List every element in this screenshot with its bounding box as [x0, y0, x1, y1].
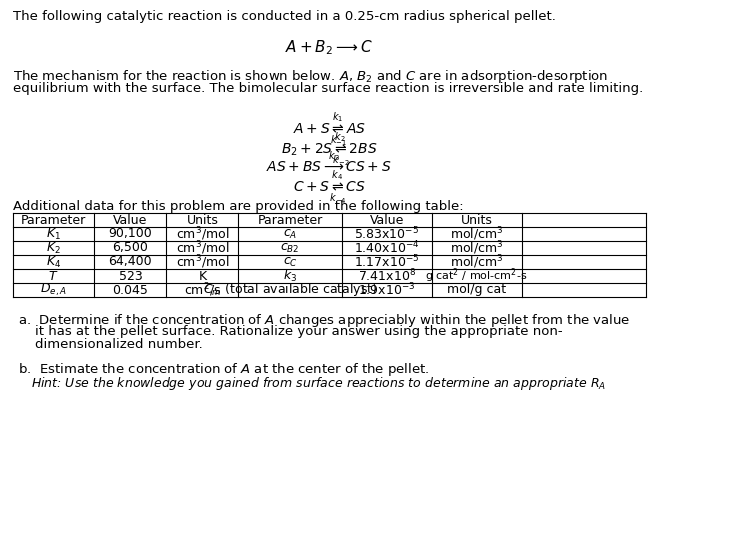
Text: 0.045: 0.045: [113, 283, 149, 296]
Text: Parameter: Parameter: [258, 213, 323, 226]
Text: 1.40x10$^{-4}$: 1.40x10$^{-4}$: [354, 240, 419, 257]
Text: cm$^3$/mol: cm$^3$/mol: [176, 239, 229, 257]
Text: mol/g cat: mol/g cat: [447, 283, 506, 296]
Text: Value: Value: [113, 213, 148, 226]
Text: 1.9x10$^{-3}$: 1.9x10$^{-3}$: [358, 282, 415, 298]
Text: cm$^2$/s: cm$^2$/s: [184, 281, 221, 299]
Text: K: K: [198, 270, 206, 282]
Text: mol/cm$^3$: mol/cm$^3$: [449, 239, 504, 257]
Text: $c_A$: $c_A$: [283, 228, 297, 241]
Text: $K_2$: $K_2$: [46, 241, 61, 255]
Text: $C_m$ (total available catalyst): $C_m$ (total available catalyst): [203, 282, 377, 299]
Text: $Hint$: $Use\ the\ knowledge\ you\ gained\ from\ surface\ reactions\ to\ determi: $Hint$: $Use\ the\ knowledge\ you\ gaine…: [31, 375, 607, 392]
Text: The mechanism for the reaction is shown below. $A$, $B_2$ and $C$ are in adsorpt: The mechanism for the reaction is shown …: [12, 68, 608, 85]
Text: $T$: $T$: [48, 270, 59, 282]
Text: $c_C$: $c_C$: [283, 255, 297, 269]
Text: $K_4$: $K_4$: [46, 254, 61, 270]
Text: 64,400: 64,400: [108, 255, 152, 269]
Text: equilibrium with the surface. The bimolecular surface reaction is irreversible a: equilibrium with the surface. The bimole…: [12, 82, 643, 95]
Text: mol/cm$^3$: mol/cm$^3$: [449, 225, 504, 243]
Text: The following catalytic reaction is conducted in a 0.25-cm radius spherical pell: The following catalytic reaction is cond…: [12, 10, 556, 23]
Text: $B_2+2S\overset{k_2}{\underset{k_{-2}}{\rightleftharpoons}}2BS$: $B_2+2S\overset{k_2}{\underset{k_{-2}}{\…: [281, 130, 378, 167]
Text: $A+S\overset{k_1}{\underset{k_{-1}}{\rightleftharpoons}}AS$: $A+S\overset{k_1}{\underset{k_{-1}}{\rig…: [293, 110, 365, 148]
Text: $C+S\overset{k_4}{\underset{k_{-4}}{\rightleftharpoons}}CS$: $C+S\overset{k_4}{\underset{k_{-4}}{\rig…: [293, 168, 365, 206]
Text: a.  Determine if the concentration of $A$ changes appreciably within the pellet : a. Determine if the concentration of $A$…: [18, 312, 630, 329]
Text: 523: 523: [119, 270, 142, 282]
Text: $A+B_2\longrightarrow C$: $A+B_2\longrightarrow C$: [285, 38, 373, 57]
Text: dimensionalized number.: dimensionalized number.: [18, 338, 203, 351]
Text: 5.83x10$^{-5}$: 5.83x10$^{-5}$: [354, 226, 419, 242]
Text: it has at the pellet surface. Rationalize your answer using the appropriate non-: it has at the pellet surface. Rationaliz…: [18, 325, 563, 338]
Text: 90,100: 90,100: [108, 228, 152, 241]
Text: $K_1$: $K_1$: [46, 226, 61, 242]
Text: mol/cm$^3$: mol/cm$^3$: [449, 253, 504, 271]
Text: Units: Units: [460, 213, 493, 226]
Text: Value: Value: [370, 213, 404, 226]
Text: $AS+BS\overset{k_3}{\longrightarrow}CS+S$: $AS+BS\overset{k_3}{\longrightarrow}CS+S…: [266, 150, 392, 174]
Text: cm$^3$/mol: cm$^3$/mol: [176, 225, 229, 243]
Text: Parameter: Parameter: [21, 213, 86, 226]
Text: Units: Units: [187, 213, 218, 226]
Text: 7.41x10$^8$: 7.41x10$^8$: [357, 267, 416, 284]
Text: cm$^3$/mol: cm$^3$/mol: [176, 253, 229, 271]
Text: b.  Estimate the concentration of $A$ at the center of the pellet.: b. Estimate the concentration of $A$ at …: [18, 361, 429, 378]
Text: g cat$^2$ / mol-cm$^2$-s: g cat$^2$ / mol-cm$^2$-s: [425, 267, 528, 286]
Text: Additional data for this problem are provided in the following table:: Additional data for this problem are pro…: [12, 200, 463, 213]
Text: $c_{B2}$: $c_{B2}$: [280, 241, 299, 254]
Text: 6,500: 6,500: [113, 241, 149, 254]
Text: 1.17x10$^{-5}$: 1.17x10$^{-5}$: [354, 254, 419, 270]
Text: $k_3$: $k_3$: [283, 268, 297, 284]
Text: $D_{e,A}$: $D_{e,A}$: [40, 282, 67, 298]
